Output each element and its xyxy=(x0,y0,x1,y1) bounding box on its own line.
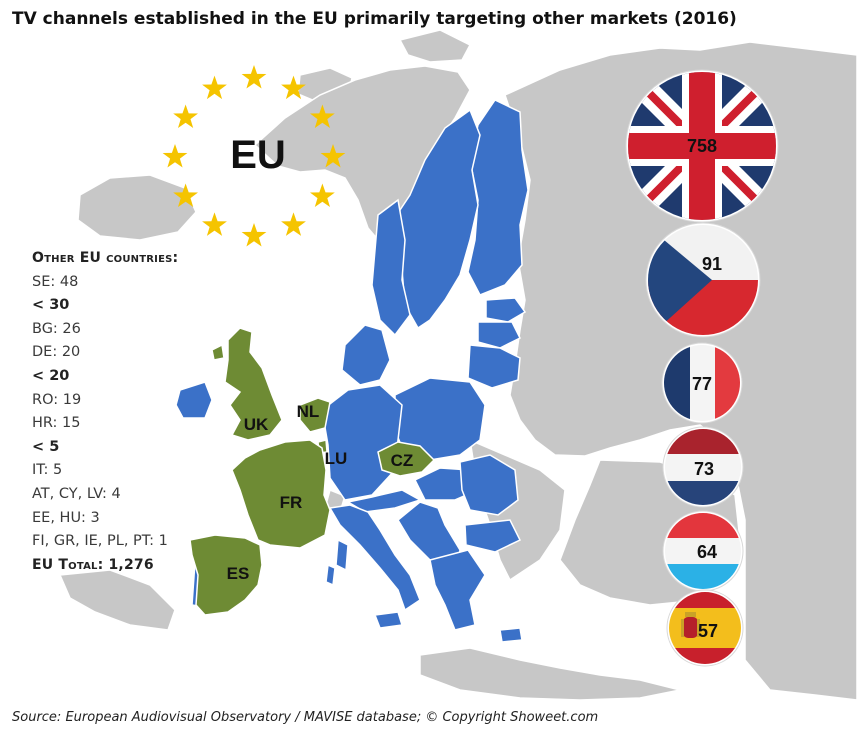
stat-line: SE: 48 xyxy=(32,273,79,290)
star-icon xyxy=(310,183,335,207)
eu-emblem-label: EU xyxy=(230,133,286,177)
country-label-uk: UK xyxy=(244,415,269,434)
stat-line: DE: 20 xyxy=(32,344,81,361)
star-icon xyxy=(173,183,198,207)
flag-value-fr: 77 xyxy=(692,374,712,394)
spain-flag xyxy=(666,589,744,667)
stat-line: EE, HU: 3 xyxy=(32,509,100,526)
highlighted-countries xyxy=(189,327,436,616)
star-icon xyxy=(281,75,306,100)
stat-line: FI, GR, IE, PL, PT: 1 xyxy=(32,533,168,550)
country-labels: UK NL LU CZ FR ES xyxy=(227,402,414,583)
flag-values: 758 91 77 73 64 57 xyxy=(687,136,722,641)
eu-stars xyxy=(162,65,346,247)
star-icon xyxy=(202,75,227,100)
country-label-lu: LU xyxy=(325,449,348,468)
star-icon xyxy=(281,212,306,236)
star-icon xyxy=(162,144,188,168)
stat-line: BG: 26 xyxy=(32,320,81,337)
stat-group-heading: < 30 xyxy=(32,297,70,314)
star-icon xyxy=(241,65,267,89)
stat-line: RO: 19 xyxy=(32,391,82,408)
flag-value-nl: 73 xyxy=(694,459,714,479)
country-label-cz: CZ xyxy=(391,451,414,470)
other-eu-countries-panel: Other EU countries: SE: 48 < 30 BG: 26 D… xyxy=(32,247,178,577)
uk-flag xyxy=(625,69,779,223)
stat-line: HR: 15 xyxy=(32,415,81,432)
stat-line: AT, CY, LV: 4 xyxy=(32,485,121,502)
star-icon xyxy=(202,212,227,236)
flag-value-es: 57 xyxy=(698,621,718,641)
flag-value-lu: 64 xyxy=(697,542,717,562)
stat-line: IT: 5 xyxy=(32,462,63,479)
star-icon xyxy=(173,104,198,128)
star-icon xyxy=(241,223,267,247)
eu-total: EU Total: 1,276 xyxy=(32,556,154,573)
netherlands-flag xyxy=(662,426,744,508)
source-credit: Source: European Audiovisual Observatory… xyxy=(12,710,599,725)
spain-coat-of-arms-icon xyxy=(681,612,700,638)
star-icon xyxy=(320,144,346,168)
star-icon xyxy=(310,104,335,128)
other-countries-heading: Other EU countries: xyxy=(32,250,179,266)
stat-group-heading: < 20 xyxy=(32,367,70,384)
country-label-es: ES xyxy=(227,564,250,583)
stat-group-heading: < 5 xyxy=(32,438,60,455)
flag-value-uk: 758 xyxy=(687,136,717,156)
map-title: TV channels established in the EU primar… xyxy=(12,9,737,29)
flag-value-cz: 91 xyxy=(702,254,722,274)
country-label-nl: NL xyxy=(297,402,320,421)
country-label-fr: FR xyxy=(280,493,303,512)
